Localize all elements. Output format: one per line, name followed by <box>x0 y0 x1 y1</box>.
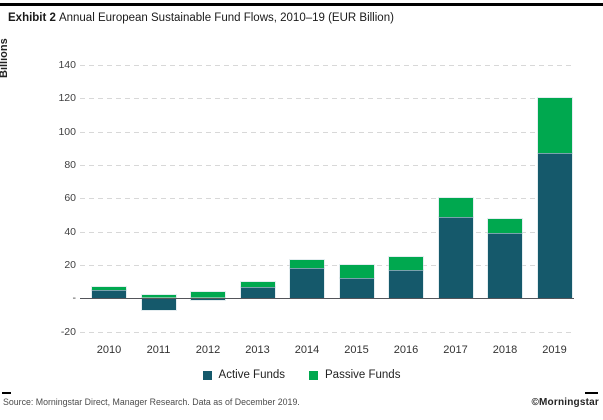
footer-rule-left <box>2 392 11 394</box>
y-tick-140: 140 <box>58 59 76 71</box>
legend-label: Passive Funds <box>325 369 401 381</box>
gridline-40 <box>80 231 574 233</box>
bar-2015-passive <box>339 264 374 279</box>
bar-2015-active <box>339 278 374 299</box>
y-tick--20: -20 <box>60 325 76 338</box>
bar-2012-passive <box>191 291 225 299</box>
bar-2016-active <box>389 269 423 299</box>
bar-2011-active <box>141 298 176 310</box>
x-tick-2013: 2013 <box>245 344 270 356</box>
y-tick-100: 100 <box>58 125 76 138</box>
bar-2011-passive <box>141 294 176 299</box>
gridline--20 <box>80 331 574 333</box>
exhibit-title-text: Annual European Sustainable Fund Flows, … <box>58 12 394 24</box>
legend-item-active-funds: Active Funds <box>202 369 286 381</box>
x-tick-2014: 2014 <box>294 344 320 356</box>
x-tick-2010: 2010 <box>96 344 122 356</box>
gridline-20 <box>80 264 574 266</box>
bar-2013-passive <box>240 282 275 288</box>
legend-swatch-icon <box>202 370 212 380</box>
morningstar-logo: ©Morningstar <box>531 397 599 408</box>
exhibit-title: Exhibit 2 Annual European Sustainable Fun… <box>8 12 394 24</box>
bar-2014-active <box>290 268 324 299</box>
bar-2013-active <box>240 287 275 299</box>
footer-rule-right <box>585 392 598 394</box>
bar-2017-active <box>438 217 473 299</box>
y-tick-120: 120 <box>58 92 76 105</box>
gridline-120 <box>80 98 574 100</box>
x-tick-2015: 2015 <box>344 344 369 356</box>
bar-2017-passive <box>438 198 473 218</box>
y-tick--: - <box>72 292 77 305</box>
bar-2019-active <box>537 153 572 299</box>
legend-swatch-icon <box>309 370 319 380</box>
y-tick-80: 80 <box>64 158 76 171</box>
bar-2016-passive <box>389 257 423 270</box>
y-tick-60: 60 <box>64 192 76 205</box>
bar-2010-active <box>92 289 126 299</box>
gridline-100 <box>80 131 574 133</box>
y-axis-title: Billions <box>0 38 10 78</box>
x-tick-2011: 2011 <box>146 344 171 356</box>
y-tick-40: 40 <box>64 225 76 238</box>
top-rule <box>0 3 603 6</box>
gridline-60 <box>80 198 574 200</box>
x-tick-2018: 2018 <box>492 344 518 356</box>
plot-area <box>80 65 574 333</box>
x-tick-2019: 2019 <box>542 344 567 356</box>
bar-2019-passive <box>537 98 572 154</box>
bar-2018-passive <box>488 219 522 234</box>
legend: Active Funds Passive Funds <box>0 369 603 381</box>
legend-label: Active Funds <box>218 369 286 381</box>
x-tick-2017: 2017 <box>443 344 468 356</box>
bar-2018-active <box>488 233 522 299</box>
legend-item-passive-funds: Passive Funds <box>309 369 400 381</box>
gridline-80 <box>80 164 574 166</box>
y-tick-20: 20 <box>64 258 76 271</box>
x-tick-2016: 2016 <box>393 344 419 356</box>
x-axis-zero-line <box>80 297 574 300</box>
source-note: Source: Morningstar Direct, Manager Rese… <box>3 397 300 407</box>
gridline-140 <box>80 65 574 66</box>
bar-2014-passive <box>290 259 324 269</box>
x-tick-2012: 2012 <box>195 344 221 356</box>
bar-2010-passive <box>92 286 126 290</box>
exhibit-label: Exhibit 2 <box>8 12 56 24</box>
